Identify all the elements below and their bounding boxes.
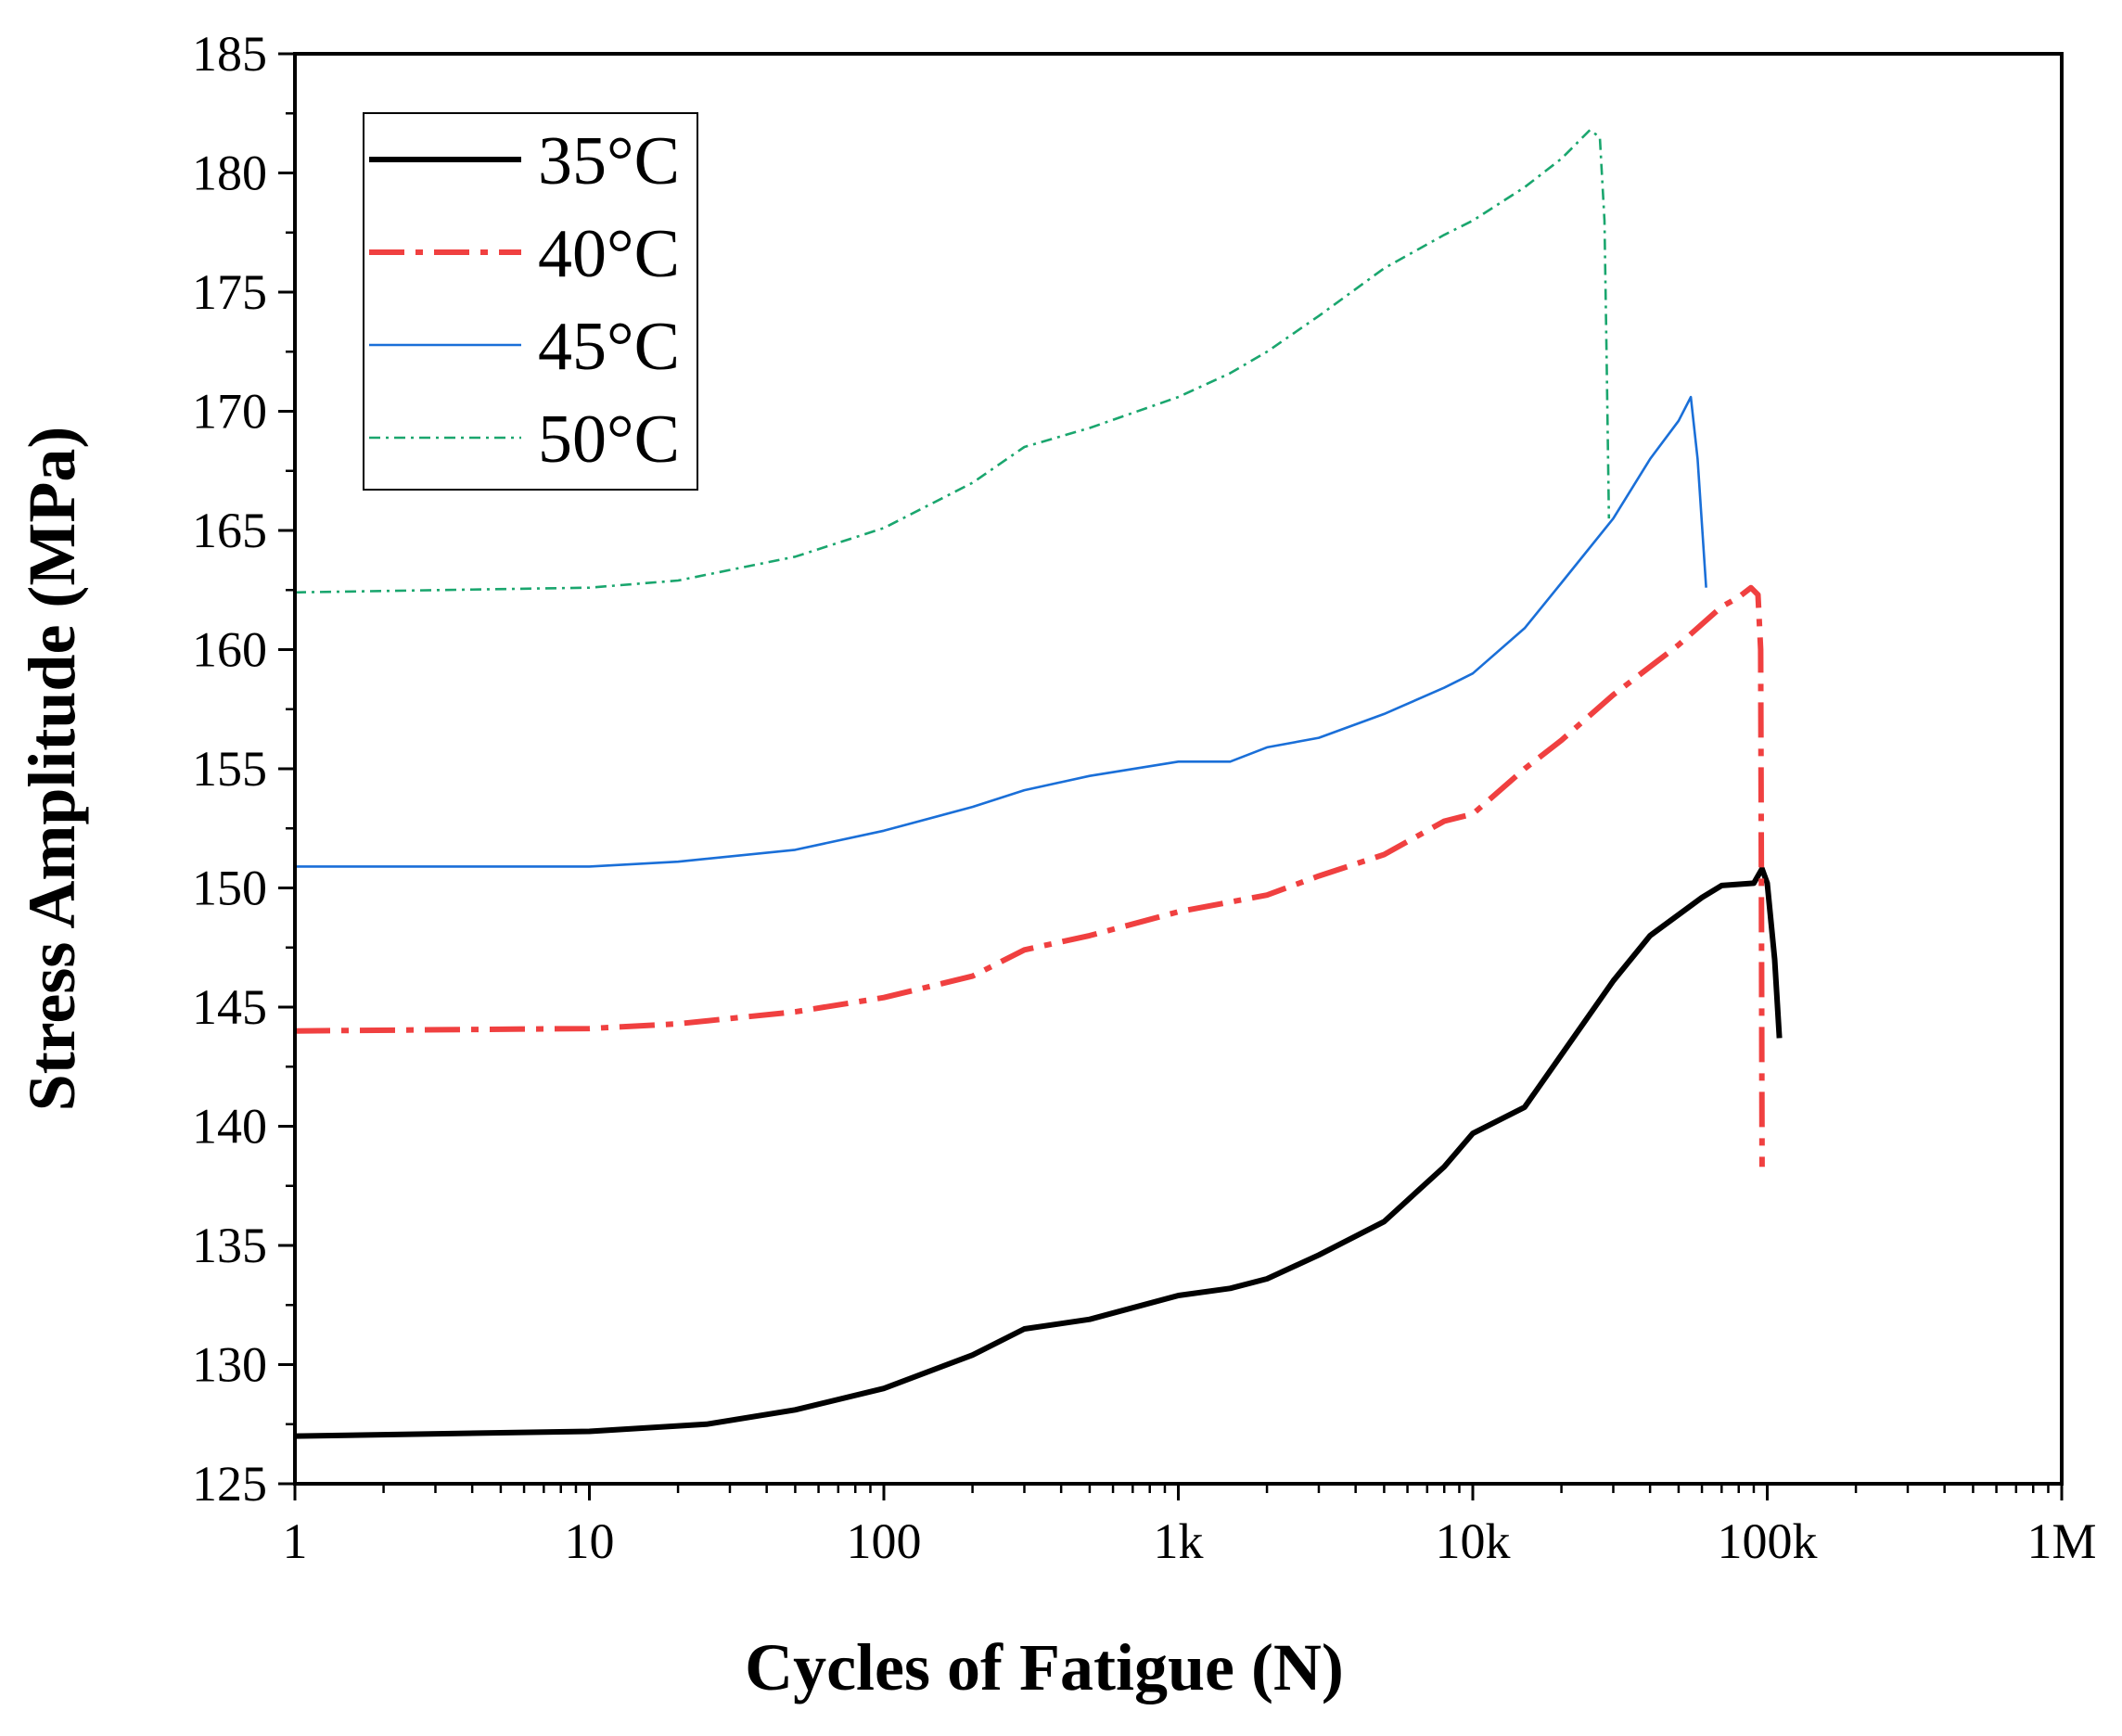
x-tick-label: 100k	[1718, 1513, 1818, 1569]
legend-entries: 35°C 40°C 45°C 50°C	[369, 123, 680, 478]
legend: 35°C 40°C 45°C 50°C	[363, 112, 698, 491]
y-tick-label: 140	[192, 1099, 267, 1155]
legend-label: 35°C	[538, 123, 680, 199]
y-tick-label: 165	[192, 503, 267, 558]
series-line-40c	[294, 584, 1765, 1168]
legend-label: 50°C	[538, 402, 680, 478]
y-tick-label: 185	[192, 26, 267, 82]
y-tick-label: 150	[192, 861, 267, 916]
series-line-35c	[294, 865, 1783, 1439]
legend-label: 45°C	[538, 309, 680, 385]
x-tick-label: 1	[283, 1513, 308, 1569]
series-line-50c	[294, 128, 1611, 594]
y-tick-label: 155	[192, 741, 267, 797]
y-tick-label: 130	[192, 1337, 267, 1393]
plot-frame	[293, 52, 2064, 1486]
x-tick-label: 100	[847, 1513, 922, 1569]
series-layer	[294, 128, 1783, 1439]
legend-box	[363, 112, 698, 491]
x-tick-label: 1k	[1154, 1513, 1204, 1569]
y-axis-title: Stress Amplitude (MPa)	[15, 427, 89, 1112]
y-tick-label: 145	[192, 979, 267, 1035]
series-line-45c	[295, 395, 1707, 868]
x-tick-label: 10	[565, 1513, 615, 1569]
x-tick-label: 10k	[1436, 1513, 1511, 1569]
y-tick-label: 135	[192, 1218, 267, 1273]
y-tick-label: 180	[192, 146, 267, 201]
legend-label: 40°C	[538, 216, 680, 292]
y-tick-label: 170	[192, 384, 267, 440]
y-tick-label: 125	[192, 1456, 267, 1512]
labels-layer: 125 130 135 140 145 150 155 160 165 170 175 180 185 1…	[192, 26, 2097, 1569]
x-tick-label: 1M	[2026, 1513, 2096, 1569]
y-tick-label: 160	[192, 622, 267, 678]
x-axis-title: Cycles of Fatigue (N)	[745, 1630, 1344, 1704]
y-tick-label: 175	[192, 264, 267, 320]
